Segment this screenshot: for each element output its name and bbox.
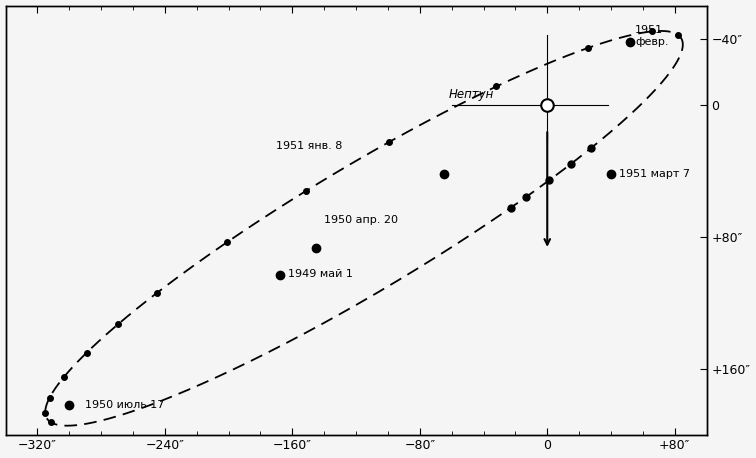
- Text: 1951 март 7: 1951 март 7: [619, 169, 690, 179]
- Text: 1951
февр.: 1951 февр.: [635, 25, 668, 47]
- Text: 1950 июль 17: 1950 июль 17: [85, 400, 165, 410]
- Text: 1949 май 1: 1949 май 1: [287, 269, 352, 279]
- Text: Нептун: Нептун: [448, 88, 494, 101]
- Text: 1951 янв. 8: 1951 янв. 8: [277, 141, 342, 151]
- Text: 1950 апр. 20: 1950 апр. 20: [324, 215, 398, 225]
